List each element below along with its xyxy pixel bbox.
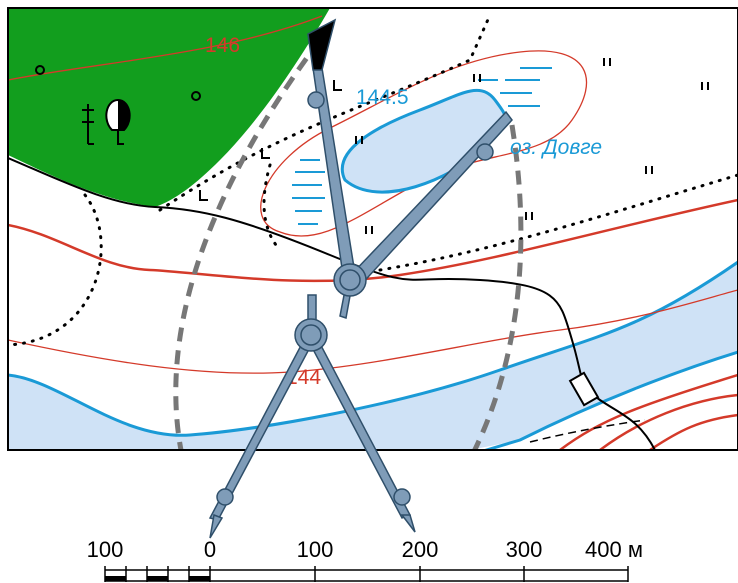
marsh: [292, 67, 552, 225]
scale-bar: 100 0 100 200 300 400 м: [87, 537, 643, 582]
path: [529, 419, 646, 443]
tree-symbol: [118, 100, 130, 130]
forest: [8, 8, 330, 207]
arc: [173, 38, 524, 450]
contour: [8, 198, 738, 283]
scale-label: 200: [402, 537, 439, 562]
scale-label: 300: [506, 537, 543, 562]
contour-label: 144.5: [356, 86, 409, 109]
scale-label: 400 м: [585, 537, 643, 562]
lake: [341, 89, 508, 194]
river-bank: [481, 350, 738, 450]
scale-label: 0: [204, 537, 216, 562]
compass: [208, 18, 513, 539]
map: 146 144.5 оз. Довге 144: [8, 8, 738, 450]
contour: [8, 289, 738, 374]
contour-label: 146: [205, 34, 240, 57]
river: [8, 262, 738, 450]
scale-label: 100: [297, 537, 334, 562]
contour: [559, 373, 738, 450]
contour: [8, 15, 323, 81]
symbols: [35, 58, 709, 234]
scale-label: 100: [87, 537, 124, 562]
lake-label: оз. Довге: [510, 136, 602, 159]
bridge: [568, 371, 600, 407]
